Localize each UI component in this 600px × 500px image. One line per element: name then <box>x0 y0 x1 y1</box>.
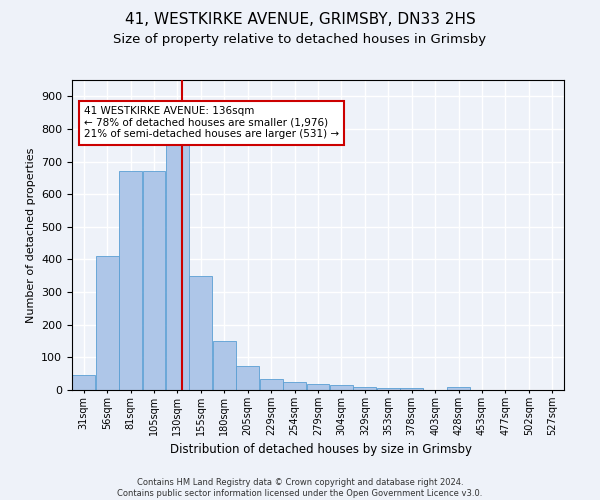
Bar <box>377 388 400 390</box>
Y-axis label: Number of detached properties: Number of detached properties <box>26 148 35 322</box>
Bar <box>353 388 376 390</box>
Text: 41 WESTKIRKE AVENUE: 136sqm
← 78% of detached houses are smaller (1,976)
21% of : 41 WESTKIRKE AVENUE: 136sqm ← 78% of det… <box>84 106 339 140</box>
Bar <box>119 172 142 390</box>
Bar <box>143 172 166 390</box>
Text: 41, WESTKIRKE AVENUE, GRIMSBY, DN33 2HS: 41, WESTKIRKE AVENUE, GRIMSBY, DN33 2HS <box>125 12 475 28</box>
Bar <box>330 385 353 390</box>
Bar <box>307 384 329 390</box>
Bar <box>166 146 189 390</box>
Bar <box>260 378 283 390</box>
Bar <box>95 256 119 390</box>
Bar <box>283 382 306 390</box>
Bar <box>72 376 95 390</box>
Bar <box>447 388 470 390</box>
Bar <box>400 388 423 390</box>
Bar <box>236 366 259 390</box>
Text: Size of property relative to detached houses in Grimsby: Size of property relative to detached ho… <box>113 32 487 46</box>
Text: Distribution of detached houses by size in Grimsby: Distribution of detached houses by size … <box>170 442 472 456</box>
Text: Contains HM Land Registry data © Crown copyright and database right 2024.
Contai: Contains HM Land Registry data © Crown c… <box>118 478 482 498</box>
Bar <box>213 341 236 390</box>
Bar <box>190 276 212 390</box>
